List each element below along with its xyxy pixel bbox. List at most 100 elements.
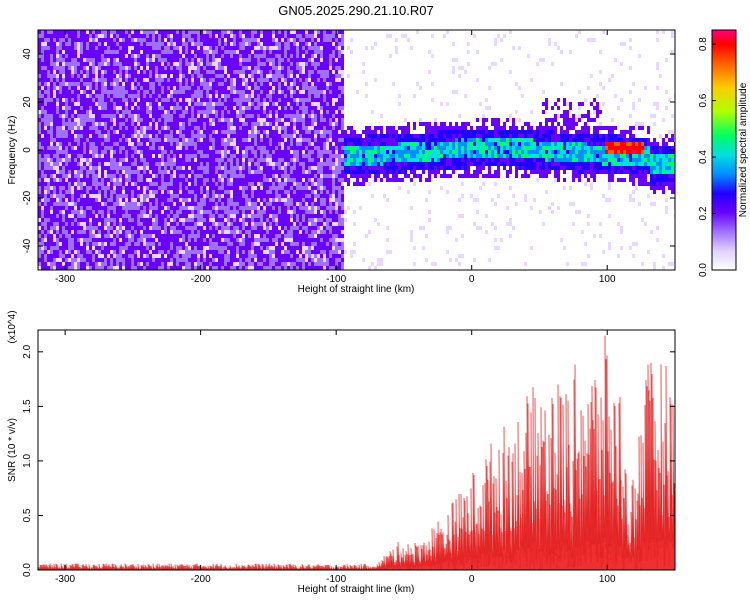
- spectrogram-cell: [113, 110, 116, 114]
- spectrogram-cell: [257, 198, 260, 202]
- spectrogram-cell: [95, 202, 98, 206]
- spectrogram-cell: [50, 178, 53, 182]
- spectrogram-cell: [194, 78, 197, 82]
- spectrogram-cell: [158, 118, 161, 122]
- spectrogram-cell: [125, 106, 128, 110]
- spectrogram-cell: [245, 210, 248, 214]
- spectrogram-cell: [104, 126, 107, 130]
- spectrogram-cell: [269, 86, 272, 90]
- spectrogram-cell: [173, 150, 176, 154]
- spectrogram-cell: [167, 178, 170, 182]
- spectrogram-cell: [281, 250, 284, 254]
- spectrogram-cell: [197, 206, 200, 210]
- spectrogram-cell: [53, 254, 56, 258]
- spectrogram-cell: [143, 218, 146, 222]
- spectrogram-cell: [281, 174, 284, 178]
- spectrogram-cell: [284, 98, 287, 102]
- spectrogram-cell: [143, 158, 146, 162]
- spectrogram-cell: [215, 122, 218, 126]
- spectrogram-cell: [245, 254, 248, 258]
- spectrogram-cell: [239, 106, 242, 110]
- spectrogram-cell: [227, 38, 230, 42]
- spectrogram-cell: [173, 190, 176, 194]
- spectrogram-cell: [269, 214, 272, 218]
- spectrogram-cell: [173, 234, 176, 238]
- spectrogram-cell: [128, 102, 131, 106]
- spectrogram-cell: [143, 34, 146, 38]
- spectrogram-cell: [152, 186, 155, 190]
- spectrogram-cell: [89, 50, 92, 54]
- spectrogram-cell: [266, 258, 269, 262]
- spectrogram-cell: [275, 98, 278, 102]
- spectrogram-cell: [194, 266, 197, 270]
- spectrogram-cell: [191, 106, 194, 110]
- spectrogram-cell: [38, 254, 41, 258]
- spectrogram-cell: [98, 114, 101, 118]
- spectrogram-cell: [224, 38, 227, 42]
- spectrogram-cell: [119, 146, 122, 150]
- spectrogram-cell: [71, 90, 74, 94]
- spectrogram-cell: [203, 246, 206, 250]
- spectrogram-cell: [155, 162, 158, 166]
- spectrogram-cell: [254, 210, 257, 214]
- spectrogram-cell: [50, 38, 53, 42]
- spectrogram-cell: [164, 54, 167, 58]
- spectrogram-cell: [140, 266, 143, 270]
- spectrogram-cell: [272, 178, 275, 182]
- spectrogram-cell: [62, 142, 65, 146]
- spectrogram-cell: [53, 130, 56, 134]
- spectrogram-cell: [38, 90, 41, 94]
- spectrogram-cell: [119, 82, 122, 86]
- spectrogram-cell: [38, 150, 41, 154]
- spectrogram-cell: [257, 262, 260, 266]
- spectrogram-cell: [71, 126, 74, 130]
- spectrogram-cell: [212, 58, 215, 62]
- spectrogram-cell: [188, 94, 191, 98]
- spectrogram-cell: [209, 202, 212, 206]
- spectrogram-cell: [92, 70, 95, 74]
- spectrogram-cell: [164, 30, 167, 34]
- spectrogram-cell: [47, 66, 50, 70]
- spectrogram-cell: [224, 178, 227, 182]
- spectrogram-cell: [200, 234, 203, 238]
- spectrogram-cell: [233, 214, 236, 218]
- spectrogram-cell: [134, 106, 137, 110]
- spectrogram-cell: [134, 102, 137, 106]
- spectrogram-cell: [131, 182, 134, 186]
- spectrogram-cell: [131, 166, 134, 170]
- spectrogram-cell: [104, 150, 107, 154]
- spectrogram-cell: [38, 130, 41, 134]
- spectrogram-cell: [233, 258, 236, 262]
- spectrogram-cell: [197, 258, 200, 262]
- spectrogram-cell: [140, 106, 143, 110]
- spectrogram-cell: [131, 226, 134, 230]
- spectrogram-cell: [242, 110, 245, 114]
- spectrogram-cell: [248, 178, 251, 182]
- spectrogram-cell: [101, 154, 104, 158]
- spectrogram-cell: [44, 174, 47, 178]
- spectrogram-cell: [107, 62, 110, 66]
- spectrogram-cell: [272, 230, 275, 234]
- spectrogram-cell: [245, 58, 248, 62]
- spectrogram-cell: [173, 70, 176, 74]
- spectrogram-cell: [242, 94, 245, 98]
- spectrogram-cell: [89, 142, 92, 146]
- spectrogram-cell: [194, 186, 197, 190]
- spectrogram-cell: [236, 218, 239, 222]
- spectrogram-cell: [116, 78, 119, 82]
- spectrogram-cell: [65, 122, 68, 126]
- spectrogram-cell: [188, 82, 191, 86]
- spectrogram-cell: [221, 234, 224, 238]
- spectrogram-cell: [104, 174, 107, 178]
- spectrogram-cell: [152, 66, 155, 70]
- spectrogram-cell: [233, 158, 236, 162]
- spectrogram-cell: [77, 230, 80, 234]
- spectrogram-cell: [125, 114, 128, 118]
- spectrogram-cell: [272, 74, 275, 78]
- spectrogram-cell: [110, 246, 113, 250]
- spectrogram-cell: [113, 258, 116, 262]
- spectrogram-cell: [272, 154, 275, 158]
- spectrogram-cell: [143, 182, 146, 186]
- spectrogram-cell: [98, 90, 101, 94]
- spectrogram-cell: [158, 174, 161, 178]
